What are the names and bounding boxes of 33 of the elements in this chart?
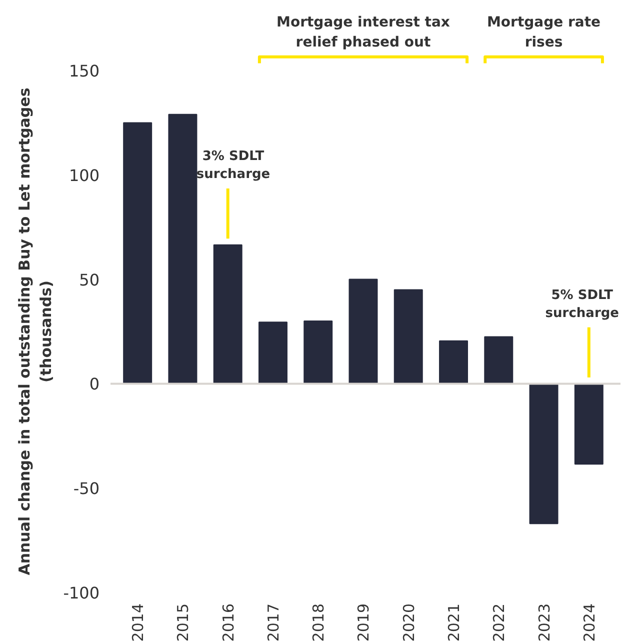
y-tick-label: 100 (68, 166, 100, 185)
y-tick-label: -50 (73, 479, 100, 498)
bar (123, 122, 152, 384)
x-tick-label: 2018 (310, 603, 328, 642)
x-tick-label: 2020 (400, 603, 418, 642)
bar (439, 340, 468, 384)
y-tick-label: 0 (89, 374, 100, 394)
bar (168, 114, 198, 384)
x-tick-label: 2021 (445, 603, 464, 642)
x-tick-label: 2023 (535, 603, 554, 642)
x-tick-label: 2019 (354, 603, 373, 642)
bar (484, 336, 514, 384)
x-tick-label: 2017 (264, 603, 282, 642)
text: Mortgage rate rises (487, 14, 601, 50)
y-tick-label: -100 (63, 584, 100, 602)
annotation: 3% SDLT surcharge (196, 149, 270, 182)
y-axis-title: Annual change in total outstanding Buy to Let mortgages (thousands) (16, 88, 56, 576)
bar (574, 383, 604, 465)
x-tick-label: 2024 (580, 603, 598, 642)
text: Mortgage interest tax relief phased out (276, 14, 450, 50)
y-tick-label: 150 (68, 62, 100, 80)
annotation: 5% SDLT surcharge (545, 288, 620, 322)
x-tick-label: 2016 (219, 603, 238, 642)
bar (348, 278, 378, 384)
bar (258, 322, 288, 384)
bar (529, 383, 558, 524)
y-tick-label: 50 (79, 270, 100, 290)
x-tick-label: 2014 (129, 603, 148, 642)
bar (213, 244, 242, 384)
x-tick-label: 2015 (174, 603, 192, 642)
x-tick-label: 2022 (490, 603, 508, 642)
bar (394, 289, 423, 384)
bar (304, 320, 333, 384)
